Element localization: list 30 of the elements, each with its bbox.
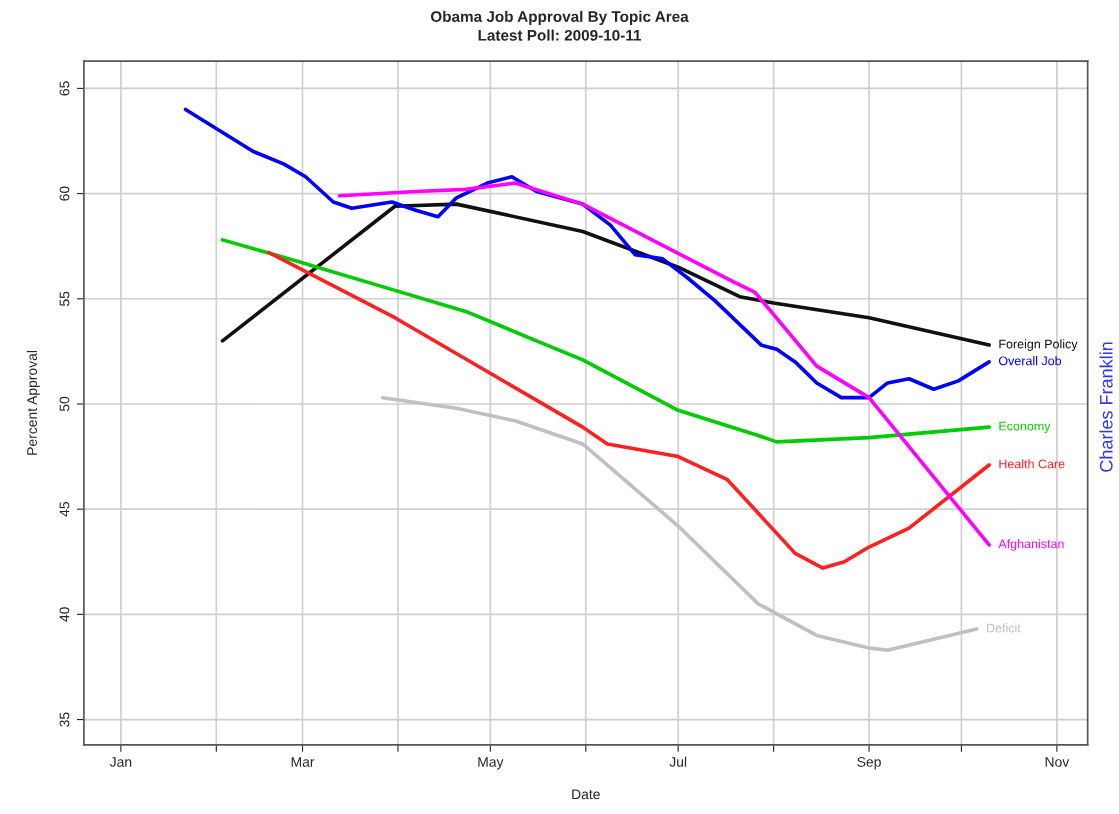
x-tick-label: May <box>478 757 504 770</box>
x-tick-label: Mar <box>291 757 315 767</box>
series-label: Overall Job <box>998 356 1062 366</box>
y-tick-label: 40 <box>59 607 70 622</box>
line-series <box>380 395 979 652</box>
series-label: Health Care <box>999 459 1065 469</box>
text: Charles Franklin <box>1099 342 1113 472</box>
y-tick-label: 55 <box>59 291 70 306</box>
series-label: Deficit <box>987 623 1021 633</box>
series-label: Afghanistan <box>998 539 1064 551</box>
x-tick-label: Nov <box>1045 757 1070 767</box>
x-axis-title: Date <box>572 789 600 800</box>
line-series <box>220 238 991 444</box>
line-series <box>337 181 991 547</box>
y-tick-label: 45 <box>59 502 70 517</box>
y-tick-label: 65 <box>59 81 70 96</box>
line-series <box>183 107 991 400</box>
y-tick-label: 35 <box>59 712 70 727</box>
line-series <box>266 250 991 570</box>
x-tick-label: Jan <box>109 757 132 767</box>
x-tick-label: Sep <box>857 756 881 770</box>
y-tick-label: 60 <box>59 186 70 201</box>
series-label: Economy <box>999 421 1051 433</box>
series-label: Foreign Policy <box>999 339 1078 351</box>
chart-subtitle: Latest Poll: 2009-10-11 <box>478 29 642 41</box>
y-tick-label: 50 <box>59 396 70 412</box>
chart-title: Obama Job Approval By Topic Area <box>430 10 689 26</box>
line-series <box>220 202 991 347</box>
x-tick-label: Jul <box>669 756 687 767</box>
y-axis-title: Percent Approval <box>26 350 40 455</box>
